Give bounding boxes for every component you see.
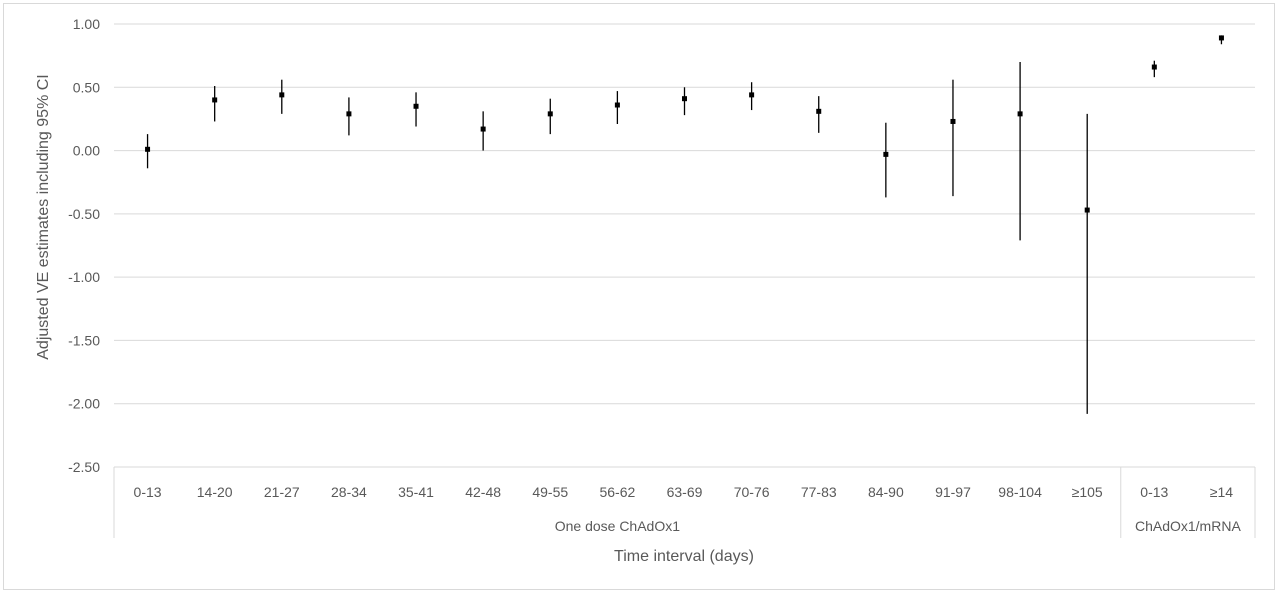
point-estimate: [950, 118, 956, 124]
point-estimate: [212, 97, 218, 103]
y-tick-label: -1.00: [68, 269, 100, 285]
x-tick-label: 84-90: [868, 484, 904, 500]
y-tick-label: 1.00: [73, 16, 100, 32]
point-estimate: [1017, 111, 1023, 117]
x-group-label: ChAdOx1/mRNA: [1135, 518, 1241, 534]
y-tick-label: -2.50: [68, 459, 100, 475]
x-tick-label: 28-34: [331, 484, 367, 500]
x-axis-title: Time interval (days): [614, 548, 754, 565]
x-group-label: One dose ChAdOx1: [555, 518, 681, 534]
x-tick-label: 49-55: [532, 484, 568, 500]
point-estimate: [145, 146, 151, 152]
point-estimate: [749, 92, 755, 98]
point-estimate: [1218, 35, 1224, 41]
x-tick-label: 35-41: [398, 484, 434, 500]
y-tick-label: -1.50: [68, 332, 100, 348]
x-axis: 0-13 14-20 21-27 28-34 35-41 42-48 49-55 56-62 6…: [113, 467, 1256, 538]
y-tick-label: -0.50: [68, 206, 100, 222]
point-estimate: [883, 151, 889, 157]
x-tick-label: 42-48: [465, 484, 501, 500]
y-axis-title: Adjusted VE estimates including 95% CI: [35, 74, 52, 359]
point-estimate: [614, 102, 620, 108]
point-estimate: [1151, 64, 1157, 70]
y-tick-label: 0.00: [73, 143, 100, 159]
point-estimate: [547, 111, 553, 117]
point-estimate: [346, 111, 352, 117]
x-tick-label: 14-20: [197, 484, 233, 500]
point-estimates: [145, 35, 1224, 213]
x-tick-label: 56-62: [599, 484, 635, 500]
x-tick-label: ≥14: [1210, 484, 1233, 500]
x-tick-label: 70-76: [734, 484, 770, 500]
x-tick-label: 21-27: [264, 484, 300, 500]
point-estimate: [682, 96, 687, 102]
gridlines: [114, 23, 1255, 468]
point-estimate: [279, 92, 285, 98]
y-tick-label: -2.00: [68, 396, 100, 412]
x-tick-label: ≥105: [1072, 484, 1103, 500]
x-tick-label: 63-69: [667, 484, 703, 500]
point-estimate: [480, 126, 486, 132]
x-tick-label: 0-13: [134, 484, 162, 500]
x-tick-label: 0-13: [1140, 484, 1168, 500]
y-tick-label: 0.50: [73, 79, 100, 95]
x-tick-label: 98-104: [998, 484, 1042, 500]
point-estimate: [816, 108, 822, 114]
x-tick-label: 77-83: [801, 484, 837, 500]
x-tick-label: 91-97: [935, 484, 971, 500]
point-estimate: [1084, 207, 1090, 213]
point-estimate: [413, 103, 419, 109]
y-axis-tick-labels: 1.00 0.50 0.00 -0.50 -1.00 -1.50 -2.00 -2.50: [68, 16, 100, 475]
confidence-interval-bars: [146, 35, 1223, 414]
